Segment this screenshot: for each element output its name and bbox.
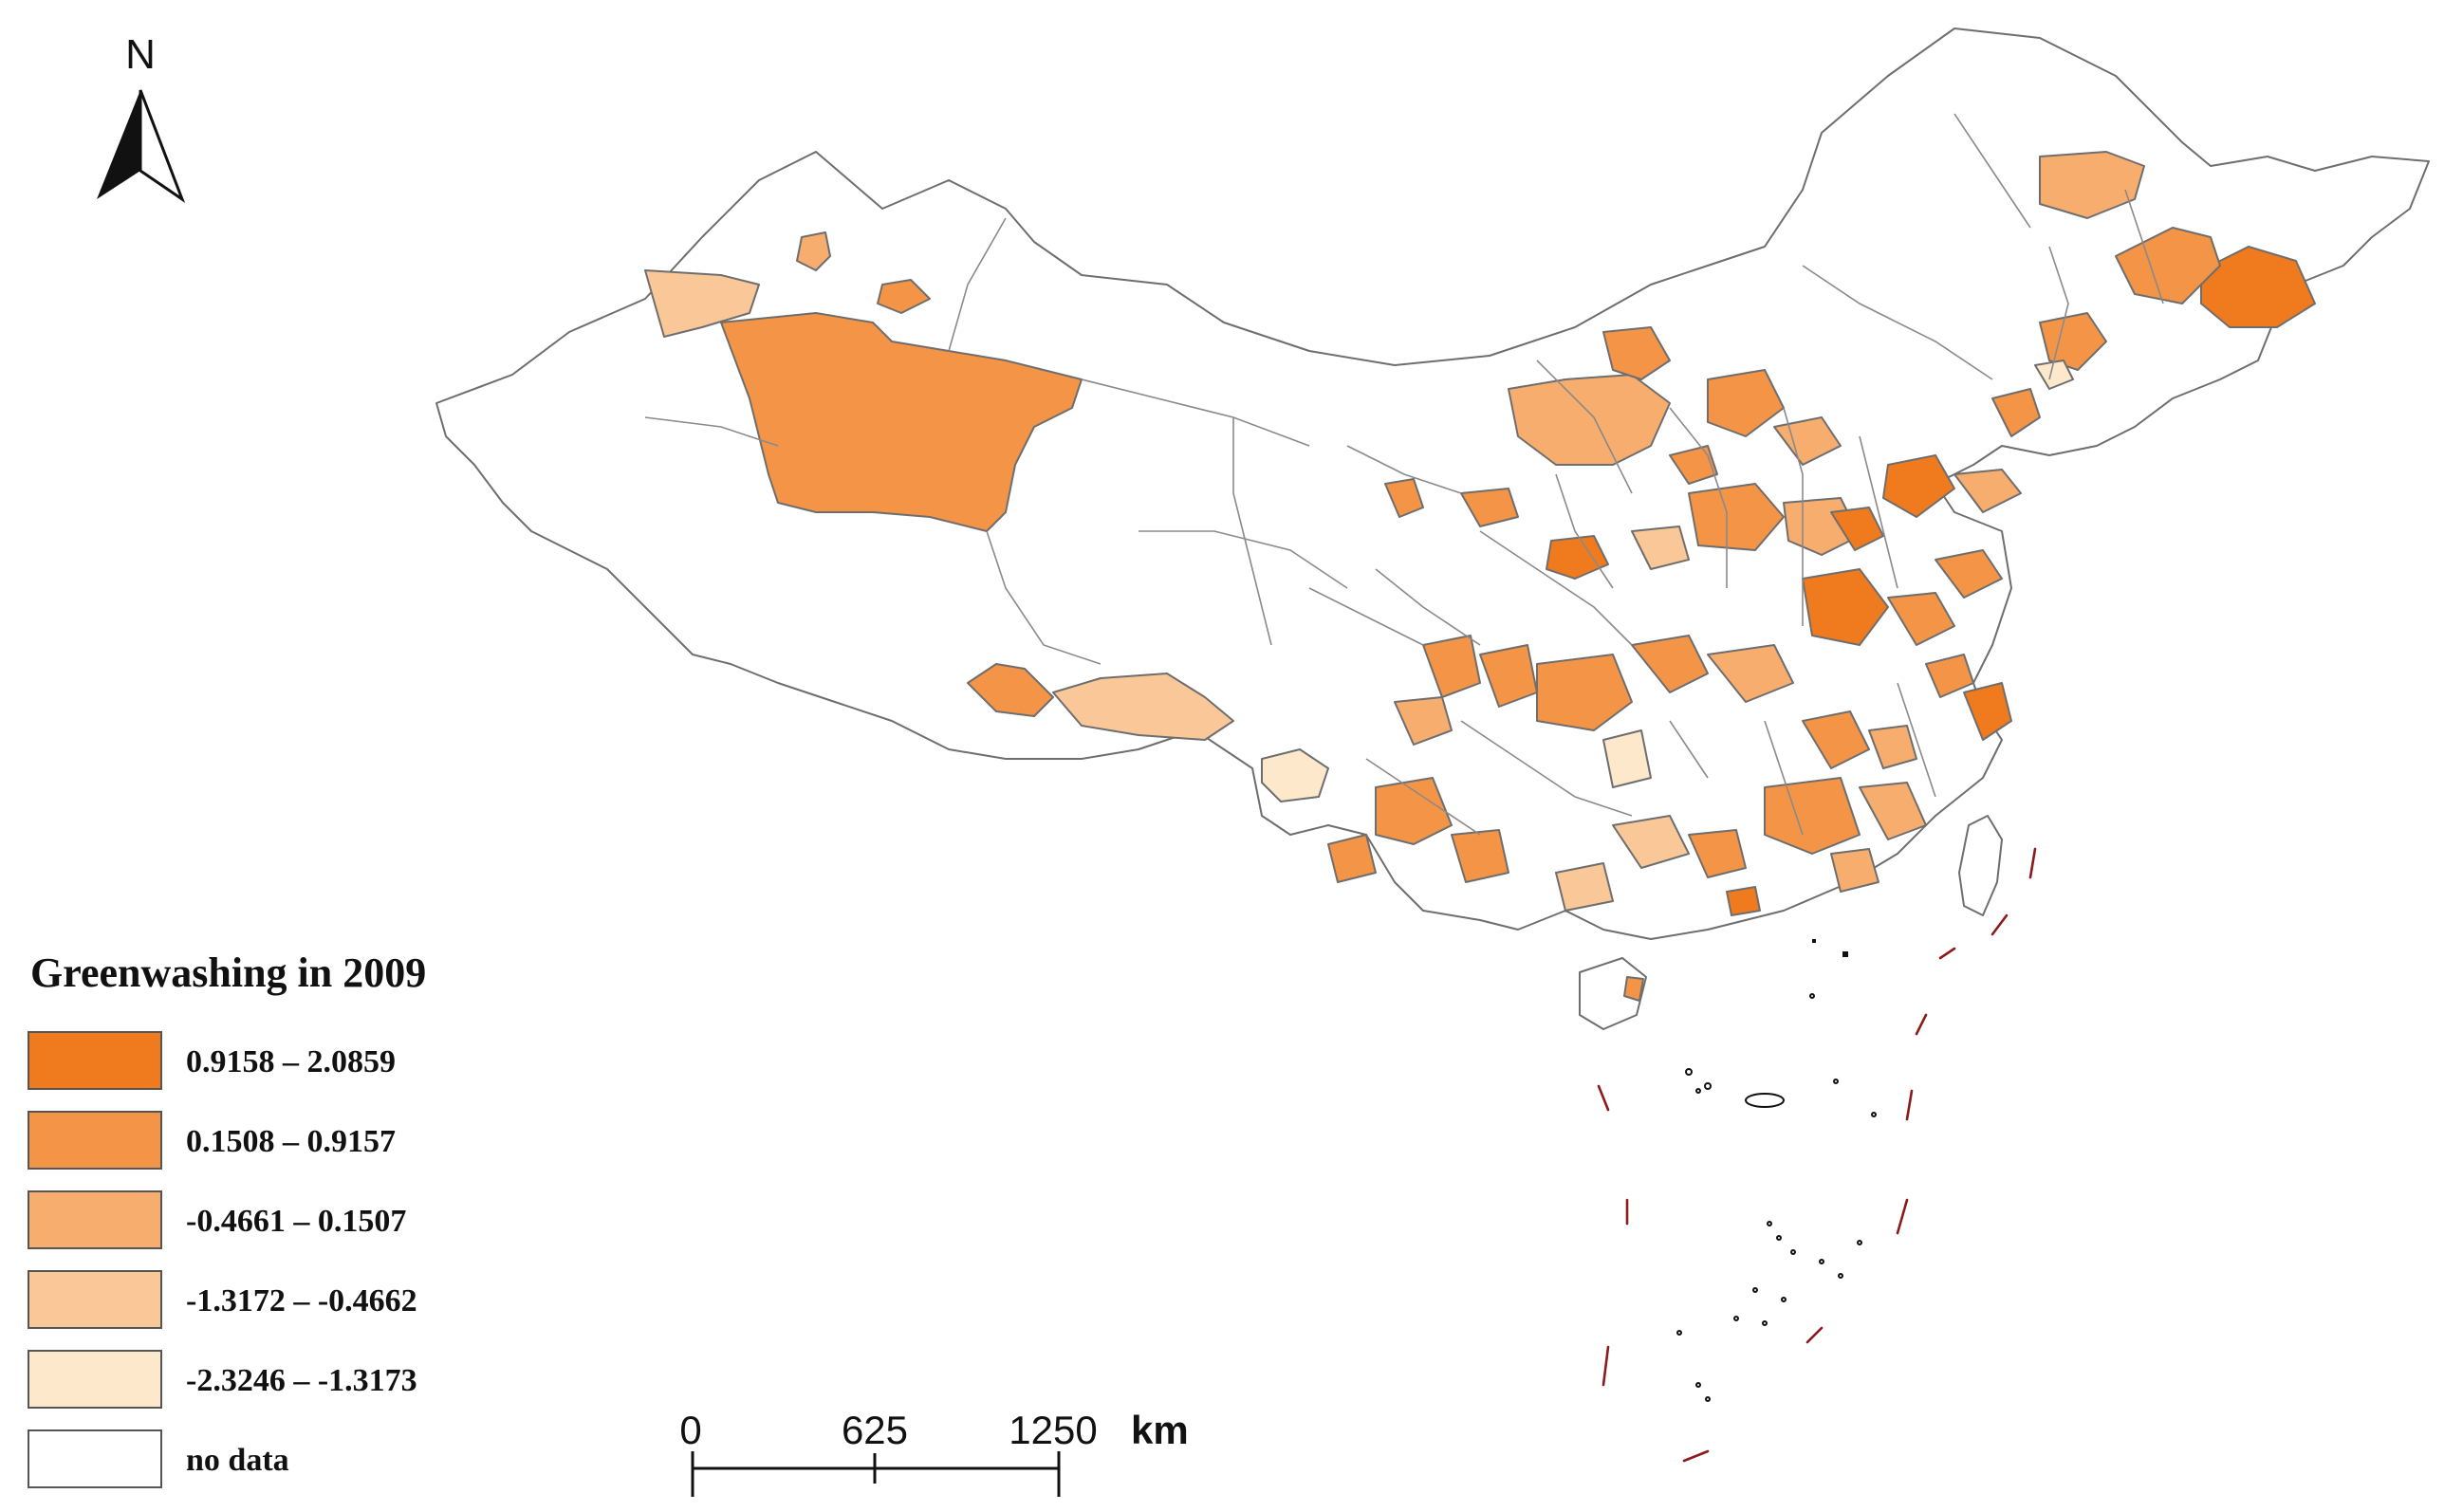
scale-unit: km: [1131, 1408, 1189, 1452]
region-yunnan-a: [1327, 834, 1377, 883]
hainan: [1579, 957, 1647, 1030]
scale-tick-2: 1250: [1009, 1408, 1097, 1452]
south-sea-dashes: [1597, 847, 2037, 1463]
region-ningxia: [1508, 374, 1671, 466]
legend-label-3: -1.3172 – -0.4662: [186, 1283, 417, 1318]
region-guangdong-d: [1830, 848, 1879, 893]
region-zhejiang-a: [1963, 682, 2012, 741]
region-jiangxi-a: [1802, 710, 1870, 769]
region-heilongjiang: [2039, 151, 2145, 219]
legend-label-5: no data: [186, 1443, 289, 1478]
taiwan: [1958, 815, 2003, 916]
region-anhui-a: [1802, 568, 1889, 646]
region-guangdong-e: [1726, 886, 1761, 916]
region-hebei-b: [1773, 416, 1842, 466]
north-arrow: N: [97, 31, 186, 203]
region-xinjiang-north2: [877, 279, 931, 314]
scale-tick-1: 625: [842, 1408, 908, 1452]
legend-swatch-1: [28, 1111, 162, 1170]
region-hebei-a: [1707, 369, 1785, 437]
region-fujian-b: [1859, 782, 1927, 840]
region-anhui-b: [1887, 592, 1955, 646]
region-jiangxi-b: [1868, 725, 1917, 769]
south-sea-islands: [1676, 939, 1877, 1402]
region-tibet-se: [967, 663, 1054, 717]
north-arrow-icon-right: [139, 89, 186, 203]
legend-label-1: 0.1508 – 0.9157: [186, 1124, 396, 1159]
region-liaoning-b: [1991, 388, 2041, 437]
region-guangdong-c: [1688, 829, 1747, 878]
region-hubei-c: [1707, 644, 1794, 703]
region-guangxi-b: [1451, 829, 1509, 883]
north-arrow-icon: [97, 90, 140, 199]
scale-tick-0: 0: [679, 1408, 701, 1452]
region-xinjiang-west: [644, 269, 760, 338]
scale-bar-line: [691, 1451, 1061, 1497]
region-tibet-e: [1052, 673, 1234, 741]
region-zhejiang-b: [1925, 654, 1974, 698]
region-guangxi-a: [1375, 777, 1453, 845]
region-fujian-a: [1764, 777, 1861, 855]
region-hunan-a: [1479, 644, 1538, 708]
region-shanxi: [1631, 526, 1690, 570]
region-liaoning-a: [2039, 312, 2107, 371]
region-innermongolia: [1602, 326, 1671, 380]
region-shandong-a: [1882, 454, 1955, 518]
region-hebei-c: [1669, 445, 1718, 485]
region-jilin-a: [2115, 227, 2221, 304]
legend-swatch-4: [28, 1350, 162, 1409]
region-gansu-a: [1384, 478, 1424, 518]
region-sichuan-b: [1394, 696, 1453, 746]
region-guizhou-a: [1602, 729, 1652, 788]
region-henan-a: [1688, 483, 1785, 551]
region-shaanxi-a: [1546, 535, 1609, 580]
region-henan-c: [1830, 507, 1884, 551]
legend-swatch-2: [28, 1190, 162, 1249]
region-jiangsu: [1935, 549, 2003, 599]
hainan-east: [1623, 976, 1644, 1002]
region-shandong-b: [1953, 469, 2022, 513]
region-guangdong-b: [1612, 815, 1690, 869]
legend-swatch-3: [28, 1270, 162, 1329]
north-label: N: [125, 31, 156, 78]
region-sichuan-a: [1422, 635, 1481, 698]
region-hubei-a: [1536, 654, 1633, 731]
legend-label-4: -2.3246 – -1.3173: [186, 1363, 417, 1398]
legend-label-0: 0.9158 – 2.0859: [186, 1044, 396, 1079]
legend-swatch-0: [28, 1031, 162, 1090]
scale-bar: 0 625 1250 km: [679, 1408, 1189, 1497]
legend-label-2: -0.4661 – 0.1507: [186, 1204, 406, 1239]
region-guangdong-a: [1555, 862, 1614, 912]
region-jilin-e: [2200, 246, 2316, 328]
legend-swatch-5: [28, 1429, 162, 1488]
region-xinjiang-large: [720, 312, 1083, 532]
legend: Greenwashing in 2009 0.9158 – 2.0859 0.1…: [28, 950, 426, 1488]
region-xinjiang-north: [796, 231, 831, 271]
region-hubei-b: [1631, 635, 1709, 693]
legend-title: Greenwashing in 2009: [30, 950, 426, 996]
region-gansu-b: [1460, 488, 1519, 527]
internal-boundaries: [644, 113, 2164, 836]
region-yunnan-nw: [1261, 748, 1329, 802]
